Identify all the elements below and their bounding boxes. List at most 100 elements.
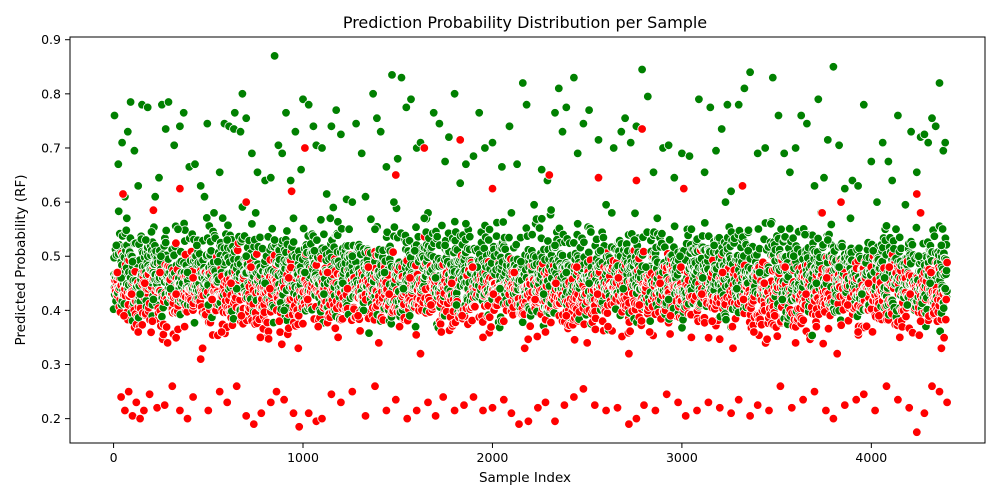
- data-point-red: [381, 405, 392, 416]
- cloud-point-green: [411, 222, 421, 232]
- data-point-red: [551, 278, 561, 289]
- cloud-point-green: [721, 314, 731, 325]
- data-point-green: [601, 200, 611, 210]
- data-point-green: [675, 251, 685, 261]
- data-point-red: [840, 400, 850, 410]
- data-point-green: [279, 305, 289, 316]
- cloud-point-green: [669, 221, 680, 232]
- data-point-red: [593, 172, 604, 183]
- data-point-red: [487, 403, 498, 413]
- data-point-green: [504, 121, 515, 132]
- cloud-point-green: [807, 330, 817, 341]
- data-point-green: [809, 181, 820, 191]
- data-point-red: [798, 395, 808, 405]
- data-point-green: [595, 246, 606, 256]
- data-point-red: [288, 408, 299, 418]
- data-point-red: [624, 349, 634, 359]
- x-tick-label: 3000: [666, 450, 698, 465]
- cloud-point-red: [330, 323, 341, 334]
- data-point-green: [813, 94, 824, 105]
- data-point-green: [709, 240, 719, 251]
- data-point-red: [904, 403, 914, 413]
- data-point-red: [402, 413, 412, 424]
- cloud-point-green: [437, 220, 447, 231]
- data-point-green: [938, 145, 949, 156]
- data-point-red: [436, 327, 447, 337]
- data-point-red: [941, 294, 951, 305]
- data-point-green: [213, 257, 223, 267]
- data-point-green: [370, 224, 380, 234]
- data-point-green: [652, 213, 663, 224]
- data-point-green: [766, 219, 776, 229]
- data-point-green: [266, 172, 276, 183]
- data-point-red: [631, 413, 642, 424]
- data-point-red: [665, 311, 676, 321]
- cloud-point-red: [171, 333, 181, 343]
- data-point-red: [293, 343, 304, 354]
- data-point-red: [655, 278, 665, 289]
- data-point-red: [703, 397, 714, 408]
- data-point-green: [927, 113, 937, 123]
- cloud-point-green: [366, 214, 376, 224]
- data-point-green: [449, 89, 460, 99]
- data-point-red: [919, 408, 930, 418]
- data-point-red: [322, 267, 333, 278]
- data-point-red: [182, 413, 193, 424]
- data-point-green: [834, 262, 844, 272]
- cloud-point-red: [590, 324, 601, 335]
- data-point-green: [347, 251, 358, 261]
- data-point-green: [150, 191, 160, 202]
- data-point-green: [923, 137, 933, 148]
- data-point-green: [247, 148, 257, 159]
- data-point-red: [832, 349, 842, 359]
- data-point-green: [868, 246, 878, 256]
- data-point-red: [391, 395, 401, 405]
- data-point-red: [188, 273, 198, 283]
- data-point-green: [620, 113, 630, 123]
- data-point-green: [401, 102, 412, 113]
- data-point-green: [840, 183, 850, 194]
- data-point-red: [809, 386, 820, 397]
- cloud-point-green: [537, 214, 547, 224]
- data-point-green: [872, 197, 882, 207]
- y-tick-label: 0.7: [41, 140, 61, 155]
- cloud-point-green: [895, 232, 905, 243]
- data-point-red: [645, 327, 655, 337]
- data-point-red: [140, 278, 150, 289]
- data-point-red: [133, 327, 143, 337]
- data-point-green: [192, 240, 202, 251]
- data-point-green: [497, 162, 507, 172]
- data-point-green: [777, 294, 788, 305]
- data-point-green: [698, 273, 708, 283]
- data-point-red: [745, 411, 755, 421]
- data-point-red: [347, 386, 358, 397]
- data-point-red: [207, 294, 217, 305]
- data-point-red: [715, 403, 725, 413]
- data-point-red: [707, 316, 717, 326]
- data-point-red: [216, 327, 227, 337]
- data-point-red: [423, 397, 433, 408]
- data-point-red: [459, 400, 469, 410]
- data-point-green: [141, 235, 151, 245]
- cloud-point-green: [579, 237, 589, 248]
- data-point-green: [643, 91, 653, 102]
- data-point-red: [817, 208, 827, 218]
- data-point-red: [120, 405, 130, 416]
- cloud-point-green: [498, 217, 508, 227]
- data-point-green: [123, 126, 133, 137]
- data-point-green: [440, 240, 450, 251]
- data-point-green: [828, 62, 839, 72]
- data-point-green: [584, 278, 594, 289]
- cloud-point-green: [911, 222, 922, 233]
- data-point-red: [790, 338, 801, 348]
- data-point-green: [722, 99, 733, 110]
- data-point-green: [768, 72, 778, 83]
- data-point-green: [537, 164, 547, 175]
- data-point-green: [235, 126, 246, 137]
- cloud-point-green: [929, 231, 940, 241]
- cloud-point-green: [288, 237, 299, 247]
- data-point-green: [444, 132, 454, 142]
- cloud-point-green: [312, 235, 322, 245]
- data-point-red: [119, 311, 129, 321]
- data-point-red: [313, 321, 323, 332]
